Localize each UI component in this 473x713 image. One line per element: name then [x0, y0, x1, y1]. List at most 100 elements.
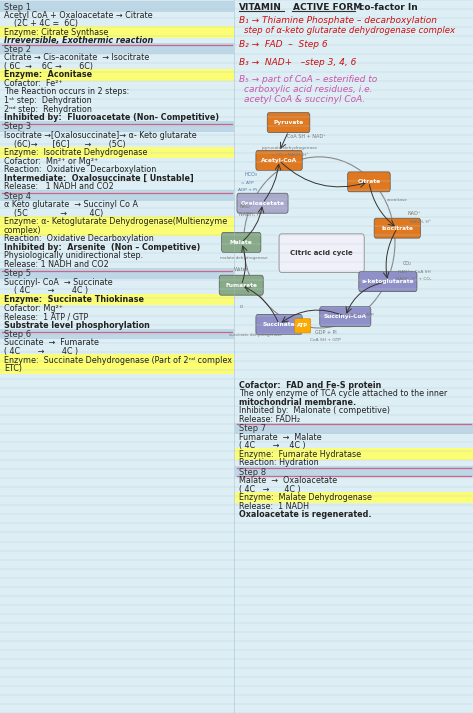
Text: NAD⁺: NAD⁺ — [239, 204, 253, 210]
FancyBboxPatch shape — [0, 190, 234, 201]
Text: ACTIVE FORM: ACTIVE FORM — [293, 3, 362, 11]
Text: Succinate  →  Fumarate: Succinate → Fumarate — [4, 339, 99, 347]
FancyBboxPatch shape — [0, 43, 234, 54]
FancyBboxPatch shape — [320, 307, 371, 327]
FancyBboxPatch shape — [219, 275, 263, 295]
FancyBboxPatch shape — [235, 448, 473, 460]
Text: Intermediate:  Oxalosuccinate [ Unstable]: Intermediate: Oxalosuccinate [ Unstable] — [4, 174, 193, 183]
Text: Enzyme:  Succinate Thiokinase: Enzyme: Succinate Thiokinase — [4, 295, 144, 304]
Text: step of α-keto glutarate dehydrogenase complex: step of α-keto glutarate dehydrogenase c… — [244, 26, 455, 35]
Text: co-factor In: co-factor In — [359, 3, 418, 11]
FancyBboxPatch shape — [279, 234, 364, 272]
FancyBboxPatch shape — [0, 1, 234, 12]
Text: ETC): ETC) — [4, 364, 22, 373]
Text: Isocitrate: Isocitrate — [381, 225, 413, 231]
FancyBboxPatch shape — [0, 121, 234, 132]
FancyBboxPatch shape — [0, 147, 234, 158]
Text: ADP + Pi: ADP + Pi — [238, 188, 257, 193]
Text: HCO₃: HCO₃ — [244, 172, 257, 178]
Text: Step 5: Step 5 — [4, 270, 31, 278]
Text: Enzyme: α- Ketoglutarate Dehydrogenase(Multienzyme: Enzyme: α- Ketoglutarate Dehydrogenase(M… — [4, 217, 227, 226]
Text: Isocitrate →[Oxalosuccinate]→ α- Keto glutarate: Isocitrate →[Oxalosuccinate]→ α- Keto gl… — [4, 131, 196, 140]
Text: B₃ →  NAD+   –step 3, 4, 6: B₃ → NAD+ –step 3, 4, 6 — [239, 58, 356, 67]
Text: complex): complex) — [4, 226, 42, 235]
FancyBboxPatch shape — [221, 232, 261, 252]
Text: ( 4C       →    4C ): ( 4C → 4C ) — [239, 441, 306, 450]
Text: CoA SH + NAD⁺: CoA SH + NAD⁺ — [287, 134, 326, 140]
Text: Succinyl- CoA  → Succinate: Succinyl- CoA → Succinate — [4, 278, 113, 287]
Text: Inhibited by:  Malonate ( competitive): Inhibited by: Malonate ( competitive) — [239, 406, 390, 415]
Text: Cofactor:  Fe²⁺: Cofactor: Fe²⁺ — [4, 79, 62, 88]
Text: Enzyme: Citrate Synthase: Enzyme: Citrate Synthase — [4, 28, 108, 36]
Text: α Keto glutarate  → Succinyl Co A: α Keto glutarate → Succinyl Co A — [4, 200, 138, 209]
FancyBboxPatch shape — [256, 150, 302, 170]
Text: Step 6: Step 6 — [4, 330, 31, 339]
Text: NAD⁺: NAD⁺ — [407, 211, 420, 217]
Text: Enzyme:  Fumarate Hydratase: Enzyme: Fumarate Hydratase — [239, 450, 361, 458]
Text: Inhibited by:  Arsenite  (Non – Competitive): Inhibited by: Arsenite (Non – Competitiv… — [4, 243, 200, 252]
Text: NADH, H⁺ + CO₂: NADH, H⁺ + CO₂ — [396, 277, 432, 282]
Text: ( 4C       →       4C ): ( 4C → 4C ) — [4, 287, 88, 295]
Text: Release:  1 ATP / GTP: Release: 1 ATP / GTP — [4, 312, 88, 321]
Text: Cofactor:  Mn²⁺ or Mg²⁺: Cofactor: Mn²⁺ or Mg²⁺ — [4, 157, 98, 165]
Text: Water: Water — [234, 267, 249, 272]
FancyBboxPatch shape — [0, 225, 234, 236]
Text: B₅ → part of CoA – esterified to: B₅ → part of CoA – esterified to — [239, 76, 377, 84]
Text: pyruvate dehydrogenase: pyruvate dehydrogenase — [262, 145, 317, 150]
Text: Oxaloacetate is regenerated.: Oxaloacetate is regenerated. — [239, 511, 371, 519]
FancyBboxPatch shape — [235, 466, 473, 477]
Text: Step 3: Step 3 — [4, 123, 31, 131]
Text: Substrate level phosphorylation: Substrate level phosphorylation — [4, 321, 149, 329]
FancyBboxPatch shape — [0, 26, 234, 38]
Text: Release:  1 NADH: Release: 1 NADH — [239, 502, 309, 511]
FancyBboxPatch shape — [0, 294, 234, 305]
Text: malate dehydrogenase: malate dehydrogenase — [220, 256, 267, 260]
Text: Enzyme:  Isocitrate Dehydrogenase: Enzyme: Isocitrate Dehydrogenase — [4, 148, 147, 157]
Text: NAD⁺+ CoA SH: NAD⁺+ CoA SH — [397, 270, 430, 275]
Text: Step 7: Step 7 — [239, 424, 266, 433]
FancyBboxPatch shape — [237, 193, 288, 213]
Text: GDP + Pi: GDP + Pi — [315, 330, 336, 336]
Text: Step 8: Step 8 — [239, 468, 266, 476]
Text: Pyruvate: Pyruvate — [273, 120, 304, 125]
Text: The only enzyme of TCA cycle attached to the inner: The only enzyme of TCA cycle attached to… — [239, 389, 447, 398]
Text: = ATP: = ATP — [241, 181, 254, 185]
FancyBboxPatch shape — [0, 268, 234, 279]
FancyBboxPatch shape — [374, 218, 420, 238]
Text: Citric acid cycle: Citric acid cycle — [290, 250, 353, 256]
Text: B₂ →  FAD  –  Step 6: B₂ → FAD – Step 6 — [239, 41, 327, 49]
Text: Succinyl-CoA: Succinyl-CoA — [324, 314, 367, 319]
Text: succinate dehydrogenase: succinate dehydrogenase — [229, 333, 282, 337]
Text: mitochondrial membrane.: mitochondrial membrane. — [239, 398, 356, 406]
Text: ( 4C   →      4C ): ( 4C → 4C ) — [239, 485, 300, 493]
Text: B₁ → Thiamine Phosphate – decarboxylation: B₁ → Thiamine Phosphate – decarboxylatio… — [239, 16, 437, 25]
FancyBboxPatch shape — [0, 69, 234, 81]
Text: (6C)→      [6C]      →       (5C): (6C)→ [6C] → (5C) — [4, 140, 125, 148]
Text: Citrate → Cis–aconitate  → Isocitrate: Citrate → Cis–aconitate → Isocitrate — [4, 53, 149, 62]
Text: CO₂: CO₂ — [402, 261, 412, 267]
Text: Release: FADH₂: Release: FADH₂ — [239, 415, 300, 424]
Text: Fumarate: Fumarate — [225, 282, 257, 288]
Text: ( 4C       →       4C ): ( 4C → 4C ) — [4, 347, 78, 356]
Text: Fumarate  →  Malate: Fumarate → Malate — [239, 433, 322, 441]
Text: Enzyme:  Aconitase: Enzyme: Aconitase — [4, 71, 92, 79]
Text: o: o — [240, 304, 243, 309]
Text: Physiologically unidirectional step.: Physiologically unidirectional step. — [4, 252, 143, 260]
Text: Inhibited by:  Fluoroacetate (Non- Competitive): Inhibited by: Fluoroacetate (Non- Compet… — [4, 113, 219, 122]
Text: a-ketoglutarate: a-ketoglutarate — [361, 279, 414, 284]
FancyBboxPatch shape — [348, 172, 390, 192]
Text: VITAMIN: VITAMIN — [239, 3, 282, 11]
Text: Reaction: Hydration: Reaction: Hydration — [239, 458, 318, 467]
FancyBboxPatch shape — [256, 314, 302, 334]
FancyBboxPatch shape — [267, 113, 310, 133]
Text: CoA SH + GTP: CoA SH + GTP — [310, 338, 341, 342]
Text: (2C + 4C =  6C): (2C + 4C = 6C) — [4, 19, 78, 28]
Text: NADH, H⁺: NADH, H⁺ — [411, 220, 431, 225]
Text: Step 1: Step 1 — [4, 3, 31, 11]
Text: Malate  →  Oxaloacetate: Malate → Oxaloacetate — [239, 476, 337, 485]
Text: Reaction:  Oxidative  Decarboxylation: Reaction: Oxidative Decarboxylation — [4, 165, 156, 174]
Text: Enzyme:  Malate Dehydrogenase: Enzyme: Malate Dehydrogenase — [239, 493, 372, 502]
Text: Release:   1 NADH and CO2: Release: 1 NADH and CO2 — [4, 183, 114, 191]
Text: Succinate: Succinate — [263, 322, 295, 327]
Text: Cofactor: Mg²⁺: Cofactor: Mg²⁺ — [4, 304, 63, 312]
